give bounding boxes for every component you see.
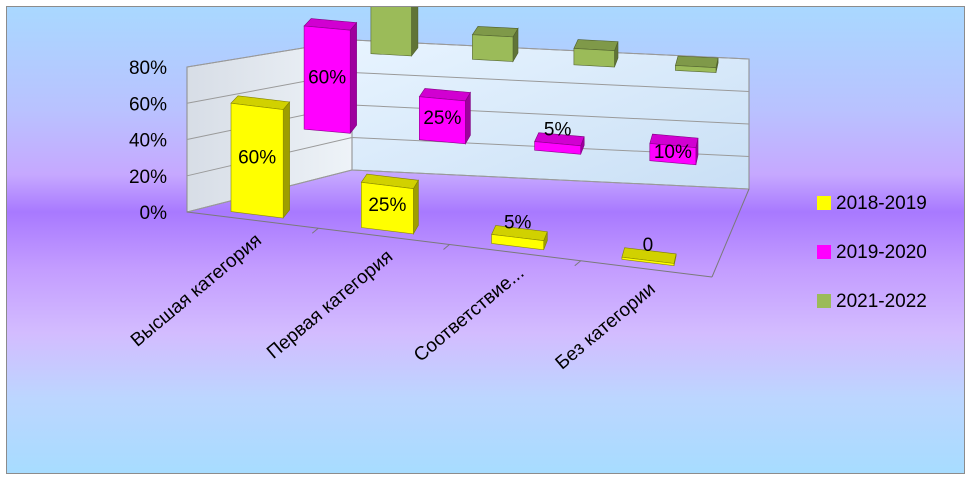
bar [230, 95, 291, 219]
y-tick-label: 40% [129, 131, 167, 152]
bar [573, 39, 619, 68]
data-label: 5% [544, 120, 572, 141]
data-label: 10% [654, 142, 692, 163]
legend-label: 2018-2019 [836, 193, 927, 214]
x-tick-label: Высшая категория [127, 230, 266, 351]
legend-swatch [817, 294, 831, 308]
legend-label: 2021-2022 [836, 291, 927, 312]
x-tick-mark [443, 244, 450, 250]
bar [649, 133, 699, 166]
y-axis-ticks: 0% 20% 40% 60% 80% [129, 58, 167, 224]
legend-swatch [817, 196, 831, 210]
bar [621, 247, 677, 267]
data-label: 25% [368, 195, 406, 216]
bar [534, 132, 585, 155]
chart-area: 60% 25% 5% 10% 60% 25% 5% 0 0% 20% 40% 60% 80% Высш… [6, 6, 965, 474]
data-label: 25% [423, 108, 461, 129]
data-label: 5% [504, 212, 532, 233]
legend-swatch [817, 245, 831, 259]
chart-bars [230, 7, 719, 267]
legend: 2018-2019 2019-2020 2021-2022 [817, 193, 927, 312]
bar [303, 18, 358, 135]
bar [491, 225, 548, 251]
bar [675, 55, 719, 73]
bar [471, 26, 519, 63]
y-tick-label: 80% [129, 58, 167, 79]
x-tick-mark [311, 227, 319, 234]
chart-walls [186, 39, 750, 278]
bar [370, 7, 419, 57]
y-tick-label: 20% [129, 167, 167, 188]
bar [360, 173, 419, 236]
x-tick-label: Первая категория [263, 246, 397, 363]
y-tick-label: 60% [129, 94, 167, 115]
y-tick-label: 0% [140, 203, 168, 224]
x-tick-mark [574, 260, 582, 267]
bar [418, 88, 471, 145]
bar-chart-3d: 60% 25% 5% 10% 60% 25% 5% 0 0% 20% 40% 60% 80% Высш… [127, 7, 927, 374]
data-label: 60% [308, 68, 346, 89]
data-labels: 60% 25% 5% 10% 60% 25% 5% 0 [238, 68, 692, 257]
legend-label: 2019-2020 [836, 242, 927, 263]
floor-edge [711, 188, 750, 278]
x-tick-label: Соответствие... [410, 262, 528, 366]
data-label: 0 [643, 235, 654, 256]
data-label: 60% [238, 147, 276, 168]
x-tick-label: Без категории [552, 279, 660, 374]
